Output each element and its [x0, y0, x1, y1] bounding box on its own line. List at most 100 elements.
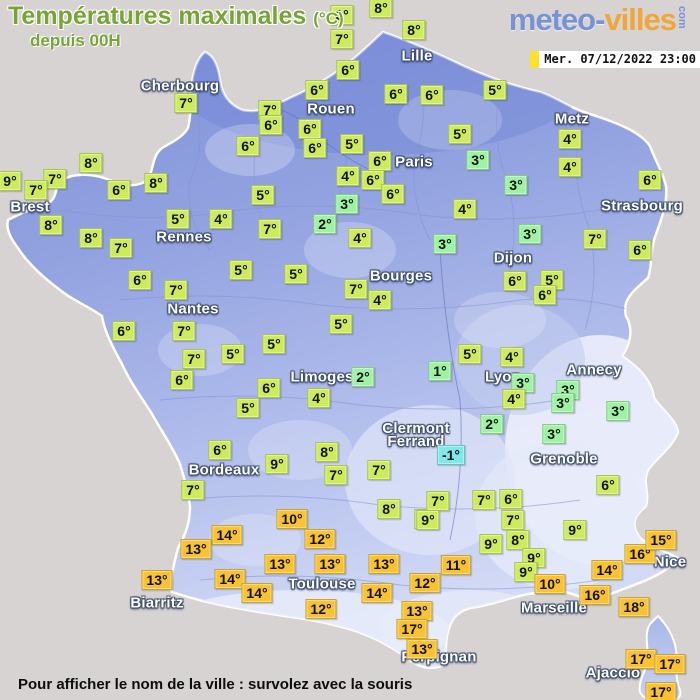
temp-label[interactable]: 6°: [420, 85, 444, 105]
temp-label[interactable]: 6°: [381, 184, 405, 204]
temp-label[interactable]: 5°: [236, 398, 260, 418]
temp-label[interactable]: 8°: [79, 228, 103, 248]
temp-label[interactable]: 6°: [112, 321, 136, 341]
temp-label[interactable]: 8°: [377, 499, 401, 519]
temp-label[interactable]: 5°: [329, 314, 353, 334]
temp-label[interactable]: 6°: [368, 151, 392, 171]
temp-label[interactable]: 6°: [305, 80, 329, 100]
temp-label[interactable]: 11°: [440, 555, 472, 575]
temp-label[interactable]: 5°: [340, 134, 364, 154]
temp-label[interactable]: 4°: [558, 157, 582, 177]
temp-label[interactable]: 1°: [428, 361, 452, 381]
temp-label[interactable]: 6°: [361, 170, 385, 190]
temp-label[interactable]: 3°: [433, 234, 457, 254]
temp-label[interactable]: 10°: [276, 509, 308, 529]
temp-label[interactable]: 7°: [472, 490, 496, 510]
temp-label[interactable]: 7°: [24, 180, 48, 200]
temp-label[interactable]: 6°: [257, 378, 281, 398]
temp-label[interactable]: 17°: [654, 654, 686, 674]
temp-label[interactable]: 6°: [208, 440, 232, 460]
temp-label[interactable]: 8°: [144, 173, 168, 193]
temp-label[interactable]: 4°: [307, 388, 331, 408]
temp-label[interactable]: 13°: [141, 570, 173, 590]
temp-label[interactable]: 6°: [330, 5, 354, 25]
temp-label[interactable]: 5°: [262, 334, 286, 354]
temp-label[interactable]: 5°: [251, 185, 275, 205]
temp-label[interactable]: 4°: [558, 129, 582, 149]
temp-label[interactable]: 6°: [503, 271, 527, 291]
temp-label[interactable]: 9°: [514, 562, 538, 582]
temp-label[interactable]: 13°: [406, 639, 438, 659]
temp-label[interactable]: 5°: [448, 124, 472, 144]
temp-label[interactable]: 5°: [221, 344, 245, 364]
temp-label[interactable]: 7°: [330, 29, 354, 49]
temp-label[interactable]: 6°: [384, 84, 408, 104]
temp-label[interactable]: 7°: [367, 460, 391, 480]
temp-label[interactable]: 3°: [335, 194, 359, 214]
temp-label[interactable]: 7°: [258, 219, 282, 239]
temp-label[interactable]: 7°: [43, 169, 67, 189]
temp-label[interactable]: 6°: [128, 270, 152, 290]
temp-label[interactable]: 4°: [368, 290, 392, 310]
temp-label[interactable]: 7°: [164, 280, 188, 300]
temp-label[interactable]: 6°: [533, 285, 557, 305]
temp-label[interactable]: 6°: [638, 170, 662, 190]
temp-label[interactable]: 6°: [298, 119, 322, 139]
temp-label[interactable]: 9°: [265, 454, 289, 474]
temp-label[interactable]: 3°: [542, 424, 566, 444]
temp-label[interactable]: 17°: [645, 682, 677, 700]
temp-label[interactable]: 3°: [518, 224, 542, 244]
temp-label[interactable]: 17°: [625, 649, 657, 669]
temp-label[interactable]: 6°: [170, 370, 194, 390]
temp-label[interactable]: 4°: [453, 199, 477, 219]
temp-label[interactable]: 17°: [396, 619, 428, 639]
temp-label[interactable]: 3°: [606, 401, 630, 421]
temp-label[interactable]: 9°: [563, 520, 587, 540]
temp-label[interactable]: 2°: [313, 214, 337, 234]
temp-label[interactable]: 7°: [583, 229, 607, 249]
temp-label[interactable]: 8°: [506, 530, 530, 550]
temp-label[interactable]: 5°: [229, 260, 253, 280]
temp-label[interactable]: 7°: [324, 465, 348, 485]
temp-label[interactable]: 5°: [458, 344, 482, 364]
temp-label[interactable]: 4°: [348, 228, 372, 248]
temp-label[interactable]: 6°: [259, 115, 283, 135]
temp-label[interactable]: 2°: [480, 414, 504, 434]
temp-label[interactable]: 6°: [336, 60, 360, 80]
meteo-villes-logo[interactable]: meteo- villes com: [509, 2, 688, 38]
temp-label[interactable]: 3°: [551, 393, 575, 413]
temp-label[interactable]: 4°: [336, 166, 360, 186]
temp-label[interactable]: 7°: [109, 238, 133, 258]
temp-label[interactable]: 14°: [361, 583, 393, 603]
temp-label[interactable]: 12°: [304, 529, 336, 549]
temp-label[interactable]: 9°: [479, 534, 503, 554]
temp-label[interactable]: 5°: [483, 80, 507, 100]
temp-label[interactable]: 12°: [409, 573, 441, 593]
temp-label[interactable]: 14°: [591, 560, 623, 580]
temp-label[interactable]: 6°: [236, 136, 260, 156]
temp-label[interactable]: 4°: [209, 209, 233, 229]
temp-label[interactable]: 10°: [534, 574, 566, 594]
temp-label[interactable]: 12°: [305, 599, 337, 619]
temp-label[interactable]: 15°: [645, 530, 677, 550]
temp-label[interactable]: 13°: [401, 601, 433, 621]
temp-label[interactable]: 14°: [241, 583, 273, 603]
temp-label[interactable]: 9°: [416, 510, 440, 530]
temp-label[interactable]: 13°: [314, 554, 346, 574]
temp-label[interactable]: 8°: [369, 0, 393, 18]
temp-label[interactable]: 9°: [0, 171, 22, 191]
temp-label[interactable]: 3°: [466, 150, 490, 170]
temp-label[interactable]: -1°: [436, 445, 466, 465]
temp-label[interactable]: 13°: [180, 539, 212, 559]
temp-label[interactable]: 8°: [79, 153, 103, 173]
temp-label[interactable]: 7°: [181, 480, 205, 500]
temp-label[interactable]: 6°: [596, 475, 620, 495]
temp-label[interactable]: 5°: [166, 209, 190, 229]
temp-label[interactable]: 7°: [174, 93, 198, 113]
temp-label[interactable]: 18°: [618, 597, 650, 617]
temp-label[interactable]: 3°: [511, 373, 535, 393]
temp-label[interactable]: 6°: [499, 489, 523, 509]
temp-label[interactable]: 5°: [284, 264, 308, 284]
temp-label[interactable]: 3°: [504, 175, 528, 195]
temp-label[interactable]: 8°: [39, 215, 63, 235]
